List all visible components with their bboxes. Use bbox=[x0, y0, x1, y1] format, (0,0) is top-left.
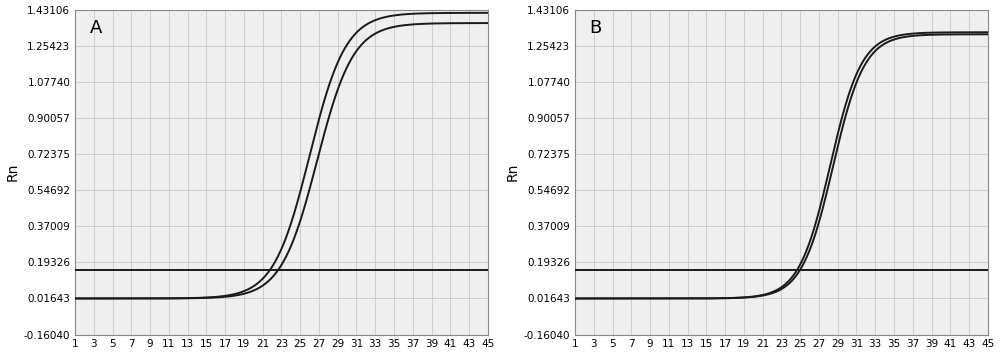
Y-axis label: Rn: Rn bbox=[506, 163, 520, 181]
Text: B: B bbox=[590, 19, 602, 37]
Text: A: A bbox=[90, 19, 102, 37]
Y-axis label: Rn: Rn bbox=[6, 163, 20, 181]
